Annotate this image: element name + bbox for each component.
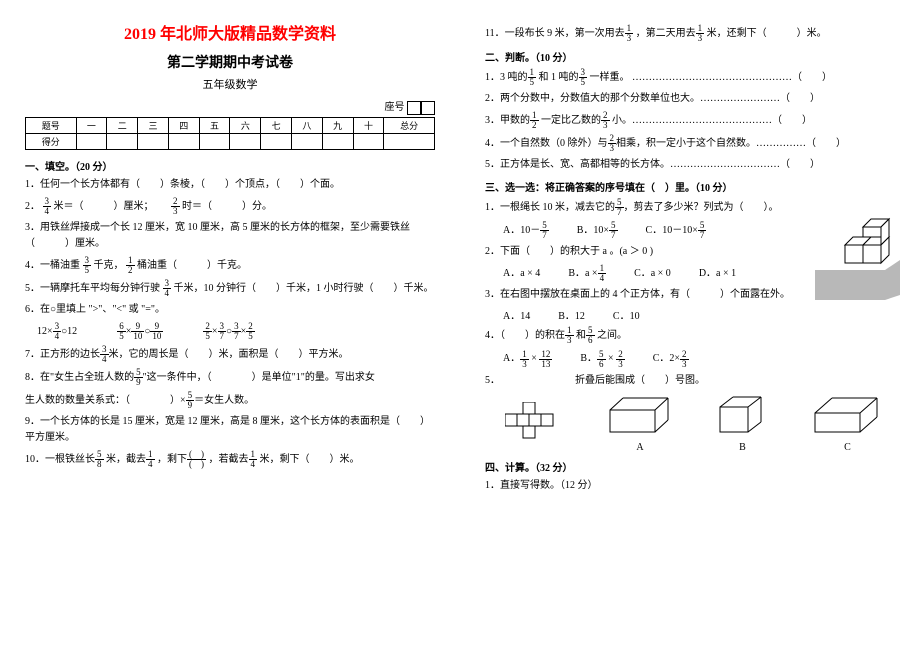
section-4-head: 四、计算。（32 分） [485, 459, 895, 474]
box-b: B [715, 395, 770, 453]
q8b: 生人数的数量关系式：（ ）×59＝女生人数。 [25, 391, 435, 410]
s3-opts: A．14 B．12 C．10 [503, 307, 895, 322]
q6-row: 12×34○12 65×910○910 25×37○37×25 [37, 322, 435, 341]
j1: 1．3 吨的15 和 1 吨的35 一样重。 …………………………………………（… [485, 68, 895, 87]
q2: 2． 34 米＝（ ）厘米； 23 时＝（ ）分。 [25, 197, 435, 216]
s4: 4．（ ）的积在13 和56 之间。 [485, 326, 895, 345]
table-row: 题号 一 二 三 四 五 六 七 八 九 十 总分 [26, 117, 435, 133]
seat-box-1 [407, 101, 421, 115]
q9: 9．一个长方体的长是 15 厘米，宽是 12 厘米，高是 8 厘米，这个长方体的… [25, 414, 435, 446]
j5: 5．正方体是长、宽、高都相等的长方体。……………………………（ ） [485, 157, 895, 173]
section-1-head: 一、填空。（20 分） [25, 158, 435, 173]
s5: 5． 折叠后能围成（ ）号图。 [485, 373, 895, 389]
table-row: 得分 [26, 133, 435, 149]
q7: 7．正方形的边长34米，它的周长是（ ）米，面积是（ ）平方米。 [25, 345, 435, 364]
box-c: C [810, 395, 885, 453]
q4: 4．一桶油重 35 千克， 12 桶油重（ ）千克。 [25, 256, 435, 275]
q1: 1．任何一个长方体都有（ ）条棱，（ ）个顶点，（ ）个面。 [25, 177, 435, 193]
q5: 5．一辆摩托车平均每分钟行驶 34 千米，10 分钟行（ ）千米，1 小时行驶（… [25, 279, 435, 298]
s4-opts: A．13 × 1213 B．56 × 23 C．2×23 [503, 349, 895, 368]
fraction: 34 [43, 197, 52, 216]
s3: 3．在右图中摆放在桌面上的 4 个正方体，有（ ）个面露在外。 [485, 287, 795, 303]
score-table: 题号 一 二 三 四 五 六 七 八 九 十 总分 得分 [25, 117, 435, 150]
seat-label: 座号 [385, 102, 405, 113]
q8: 8．在"女生占全班人数的59"这一条件中，（ ）是单位"1"的量。写出求女 [25, 368, 435, 387]
section-3-head: 三、选一选：将正确答案的序号填在（ ）里。（10 分） [485, 179, 895, 194]
q3: 3．用铁丝焊接成一个长 12 厘米，宽 10 厘米，高 5 厘米的长方体的框架，… [25, 220, 435, 252]
fraction: 23 [171, 197, 180, 216]
sub-title: 第二学期期中考试卷 [25, 52, 435, 72]
q10: 10．一根铁丝长58 米，截去14 ，剩下( )( ) ，若截去14 米，剩下（… [25, 450, 435, 469]
box-a: A [605, 395, 675, 453]
seat-box-2 [421, 101, 435, 115]
seat-row: 座号 [25, 98, 435, 115]
q6: 6．在○里填上 ">"、"<" 或 "="。 [25, 302, 435, 318]
left-page: 2019 年北师大版精品数学资料 第二学期期中考试卷 五年级数学 座号 题号 一… [0, 0, 460, 650]
right-page: 11．一段布长 9 米，第一次用去13 ，第二天用去13 米，还剩下（ ）米。 … [460, 0, 920, 650]
j3: 3．甲数的12 一定比乙数的23 小。……………………………………（ ） [485, 111, 895, 130]
j2: 2．两个分数中，分数值大的那个分数单位也大。……………………（ ） [485, 91, 895, 107]
c1: 1．直接写得数。（12 分） [485, 478, 895, 494]
grade-line: 五年级数学 [25, 76, 435, 92]
q11: 11．一段布长 9 米，第一次用去13 ，第二天用去13 米，还剩下（ ）米。 [485, 24, 895, 43]
j4: 4．一个自然数（0 除外）与23相乘，积一定小于这个自然数。……………（ ） [485, 134, 895, 153]
cube-diagram [815, 215, 900, 303]
main-title: 2019 年北师大版精品数学资料 [25, 20, 435, 44]
section-2-head: 二、判断。（10 分） [485, 49, 895, 64]
net-diagrams: A B [505, 395, 895, 453]
net-unfolded [505, 402, 565, 453]
